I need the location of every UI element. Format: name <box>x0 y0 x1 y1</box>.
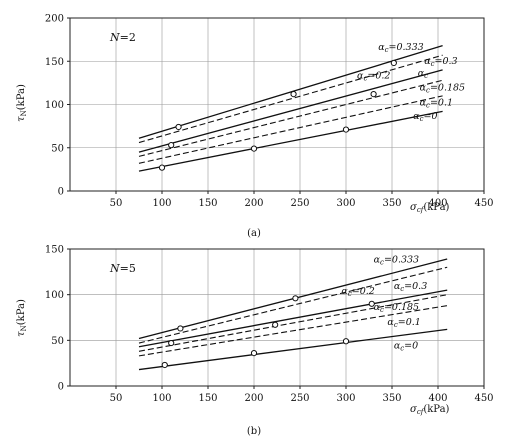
x-tick-label: 50 <box>110 393 123 404</box>
curve-label: αc=0.2 <box>357 71 390 83</box>
data-point <box>290 91 297 98</box>
series-line-c0-1 <box>138 305 448 357</box>
panel-caption: (a) <box>247 228 261 239</box>
y-axis-label: τN(kPa) <box>16 84 28 122</box>
curve-label: αc=0.185 <box>374 302 420 314</box>
series-line-c0-185 <box>138 79 443 157</box>
curve-label: αc=0.3 <box>394 281 427 293</box>
data-point <box>177 325 184 332</box>
series-line-c0 <box>138 110 443 172</box>
curve-label: αc=0.2 <box>341 286 374 298</box>
data-point <box>158 164 166 171</box>
x-axis-label: σcf(kPa) <box>410 202 450 214</box>
x-tick-label: 100 <box>152 198 171 209</box>
x-tick-label: 50 <box>110 198 123 209</box>
curve-label: αc=0.1 <box>420 97 453 109</box>
curve-label: αc <box>418 68 428 80</box>
chart-panel-b: 50 100 150 200 250 300 350 400 450 0 50 100 150 αc=0.… <box>16 245 494 438</box>
x-tick-label: 300 <box>336 393 355 404</box>
x-tick-label: 350 <box>382 393 401 404</box>
data-point <box>292 295 299 302</box>
x-tick-label: 450 <box>474 198 493 209</box>
curve-label: αc=0.333 <box>374 255 420 267</box>
x-axis-label: σcf(kPa) <box>410 404 450 416</box>
series-line-c0-185 <box>138 294 448 352</box>
data-point <box>168 339 175 347</box>
x-tick-label: 400 <box>428 393 447 404</box>
x-tick-label: 100 <box>152 393 171 404</box>
y-tick-label: 150 <box>45 245 64 256</box>
y-tick-label: 200 <box>45 14 64 25</box>
data-point <box>342 126 350 133</box>
series-line-c0-3 <box>138 266 448 344</box>
data-point <box>390 59 397 67</box>
curve-label: αc=0.185 <box>420 83 466 95</box>
n-annotation: N=5 <box>109 262 136 275</box>
x-tick-label: 250 <box>290 198 309 209</box>
series-line-c0 <box>138 328 448 371</box>
y-tick-label: 0 <box>58 382 64 393</box>
data-point <box>368 300 375 307</box>
y-axis-label: τN(kPa) <box>16 299 28 337</box>
series-line-c0-2 <box>138 69 443 153</box>
x-tick-label: 250 <box>290 393 309 404</box>
x-tick-label: 150 <box>198 198 217 209</box>
curve-label: αc=0 <box>394 341 418 353</box>
x-tick-label: 300 <box>336 198 355 209</box>
curve-label: αc=0.1 <box>387 317 420 329</box>
x-tick-label: 450 <box>474 393 493 404</box>
data-point <box>161 361 168 369</box>
data-point <box>370 91 377 98</box>
data-point <box>175 123 182 131</box>
plot-frame <box>69 248 485 387</box>
n-annotation: N=2 <box>109 31 136 44</box>
data-point <box>250 145 258 152</box>
y-tick-label: 100 <box>45 100 64 111</box>
curve-label: αc=0 <box>413 111 437 123</box>
data-point <box>342 338 350 345</box>
data-point <box>250 350 258 357</box>
y-tick-label: 100 <box>45 290 64 301</box>
curve-label: αc=0.3 <box>424 56 457 68</box>
series-line-c0-2 <box>138 289 448 348</box>
plot-frame <box>69 17 485 192</box>
y-tick-label: 50 <box>51 336 64 347</box>
x-tick-label: 150 <box>198 393 217 404</box>
x-tick-label: 350 <box>382 198 401 209</box>
x-tick-label: 400 <box>428 198 447 209</box>
x-tick-label: 200 <box>244 393 263 404</box>
y-tick-label: 0 <box>58 187 64 198</box>
chart-panel-a: 50 100 150 200 250 300 350 400 450 0 50 100 150 200 αc… <box>16 14 494 240</box>
series-line-c0-3 <box>138 54 443 144</box>
x-tick-label: 200 <box>244 198 263 209</box>
curve-label: αc=0.333 <box>378 42 424 54</box>
data-point <box>272 321 279 328</box>
y-tick-label: 150 <box>45 57 64 68</box>
panel-caption: (b) <box>247 426 261 437</box>
series-line-c0-1 <box>138 95 443 164</box>
data-point <box>168 142 175 149</box>
y-tick-label: 50 <box>51 143 64 154</box>
